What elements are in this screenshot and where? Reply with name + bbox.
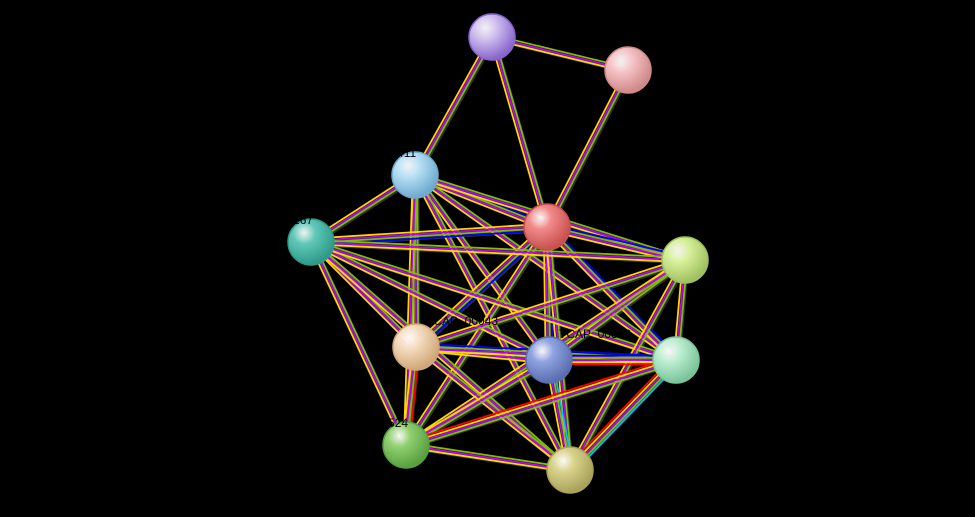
node-label-TCAP_04167: TCAP_04167: [241, 213, 313, 227]
edge-TCAP_02104-TCAP_07411[interactable]: [417, 38, 494, 176]
node-label-TCAP_07411: TCAP_07411: [345, 146, 416, 160]
node-label-TCAP_00316: TCAP_00316: [559, 327, 631, 341]
node-label-TCAP_00043: TCAP_00043: [426, 314, 498, 328]
edge-TCAP_04167-TCAP_02524[interactable]: [311, 242, 406, 445]
node-TCAP_00043[interactable]: [393, 324, 439, 370]
node-label-TCAP_02524: TCAP_02524: [336, 416, 408, 430]
edge-layer: [309, 35, 687, 473]
node-TCAP_02104[interactable]: [469, 14, 515, 60]
node-label-TCAP_02647: TCAP_02647: [711, 237, 783, 251]
edge-TCAP_02104-TCAP_01662[interactable]: [494, 36, 549, 226]
node-label-TCAP_05780: TCAP_05780: [596, 451, 668, 465]
node-TCAP_05780[interactable]: [547, 447, 593, 493]
node-label-TCAP_04127: TCAP_04127: [702, 343, 774, 357]
edge-TCAP_02104-TCAP_07411[interactable]: [413, 36, 490, 174]
node-TCAP_02647[interactable]: [662, 237, 708, 283]
node-TCAP_01662[interactable]: [524, 204, 570, 250]
node-TCAP_00316[interactable]: [526, 337, 572, 383]
network-graph: TCAP_02104 TCAP_06518 TCAP_07411 TCAP_01662…: [0, 0, 975, 517]
edge-TCAP_07411-TCAP_00043[interactable]: [417, 175, 418, 347]
node-TCAP_06518[interactable]: [605, 47, 651, 93]
edge-TCAP_02104-TCAP_01662[interactable]: [492, 37, 547, 227]
node-label-TCAP_06518: TCAP_06518: [654, 47, 726, 61]
node-label-TCAP_01662: TCAP_01662: [569, 198, 641, 212]
node-label-TCAP_02104: TCAP_02104: [518, 14, 590, 28]
node-TCAP_04127[interactable]: [653, 337, 699, 383]
